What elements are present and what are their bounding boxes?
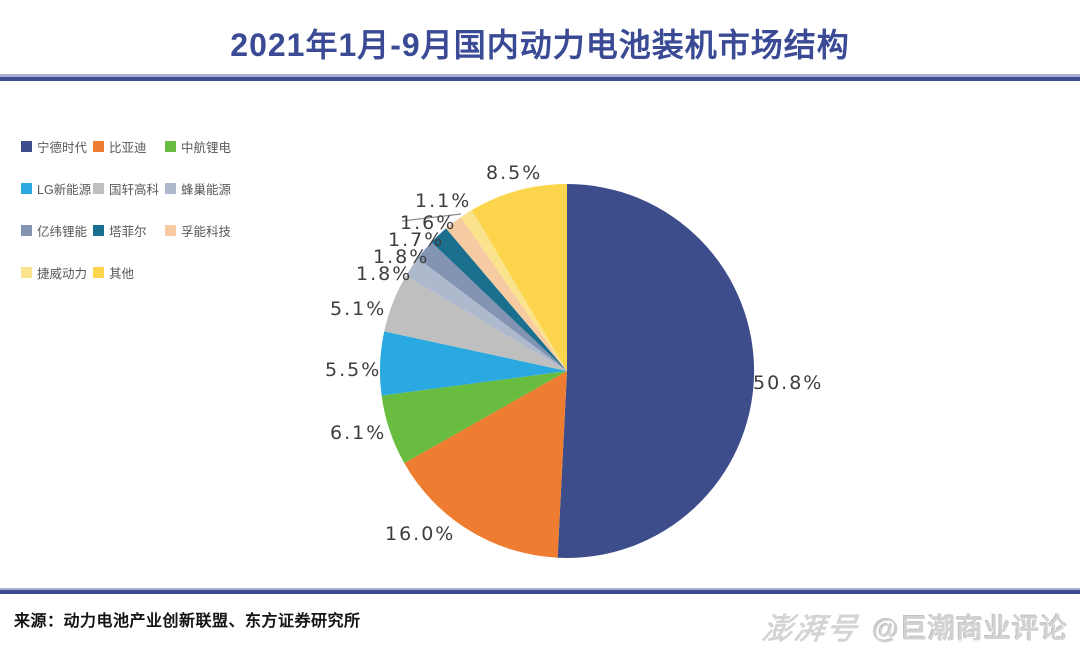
- legend-item-10: 捷威动力: [21, 251, 93, 293]
- source-note: 来源：动力电池产业创新联盟、东方证券研究所: [14, 613, 361, 630]
- legend-label: 比亚迪: [109, 140, 147, 155]
- legend-item-5: 国轩高科: [93, 167, 165, 209]
- legend-swatch-icon: [165, 182, 176, 194]
- legend-swatch-icon: [21, 182, 32, 194]
- title-divider: [0, 77, 1080, 81]
- legend-item-4: LG新能源: [21, 167, 93, 209]
- pie-slice-1: [557, 183, 755, 558]
- legend-swatch-icon: [21, 140, 32, 152]
- legend-swatch-icon: [93, 140, 104, 152]
- legend-swatch-icon: [165, 224, 176, 236]
- watermark: 澎湃号 @巨潮商业评论: [759, 604, 1068, 648]
- legend-item-2: 比亚迪: [93, 125, 165, 167]
- legend-item-1: 宁德时代: [21, 125, 93, 167]
- legend-label: 捷威动力: [37, 266, 88, 281]
- pie-slice-9: [446, 217, 567, 371]
- legend-item-11: 其他: [93, 251, 165, 293]
- legend-swatch-icon: [93, 182, 104, 194]
- legend-swatch-icon: [21, 266, 32, 278]
- chart-legend: 宁德时代 比亚迪 中航锂电 LG新能源 国轩高科 蜂巢能源亿纬锂能 塔菲尔 孚能科技捷威动力 其…: [21, 125, 251, 293]
- legend-swatch-icon: [93, 266, 104, 278]
- legend-item-9: 孚能科技: [165, 209, 251, 251]
- pie-slice-8: [431, 228, 567, 371]
- pie-chart: [380, 183, 755, 558]
- footer-divider: [0, 590, 1080, 594]
- legend-label: 中航锂电: [181, 140, 232, 155]
- legend-swatch-icon: [165, 140, 176, 152]
- pie-slice-4: [380, 331, 567, 396]
- pie-slice-11: [471, 184, 567, 371]
- watermark-handle: @巨潮商业评论: [872, 613, 1068, 644]
- legend-label: 塔菲尔: [109, 224, 147, 239]
- footer-divider-highlight: [0, 588, 1080, 590]
- legend-swatch-icon: [21, 224, 32, 236]
- title-divider-highlight: [0, 74, 1080, 77]
- legend-label: 亿纬锂能: [37, 224, 88, 239]
- pengpai-logo: 澎湃号: [759, 613, 861, 646]
- pie-slice-2: [404, 371, 567, 558]
- label-leader-line: [401, 213, 462, 222]
- legend-item-6: 蜂巢能源: [165, 167, 251, 209]
- pie-slice-7: [417, 242, 567, 371]
- legend-label: LG新能源: [37, 182, 92, 197]
- legend-label: 孚能科技: [181, 224, 232, 239]
- page-title: 2021年1月-9月国内动力电池装机市场结构: [230, 27, 850, 63]
- legend-swatch-icon: [93, 224, 104, 236]
- legend-item-7: 亿纬锂能: [21, 209, 93, 251]
- pie-slice-10: [460, 210, 567, 371]
- legend-label: 其他: [109, 266, 135, 281]
- legend-label: 国轩高科: [109, 182, 160, 197]
- legend-item-8: 塔菲尔: [93, 209, 165, 251]
- legend-label: 宁德时代: [37, 140, 88, 155]
- pie-slice-5: [384, 275, 567, 371]
- legend-label: 蜂巢能源: [181, 182, 232, 197]
- pie-slice-6: [406, 258, 567, 371]
- legend-item-3: 中航锂电: [165, 125, 251, 167]
- pie-slice-3: [381, 371, 567, 464]
